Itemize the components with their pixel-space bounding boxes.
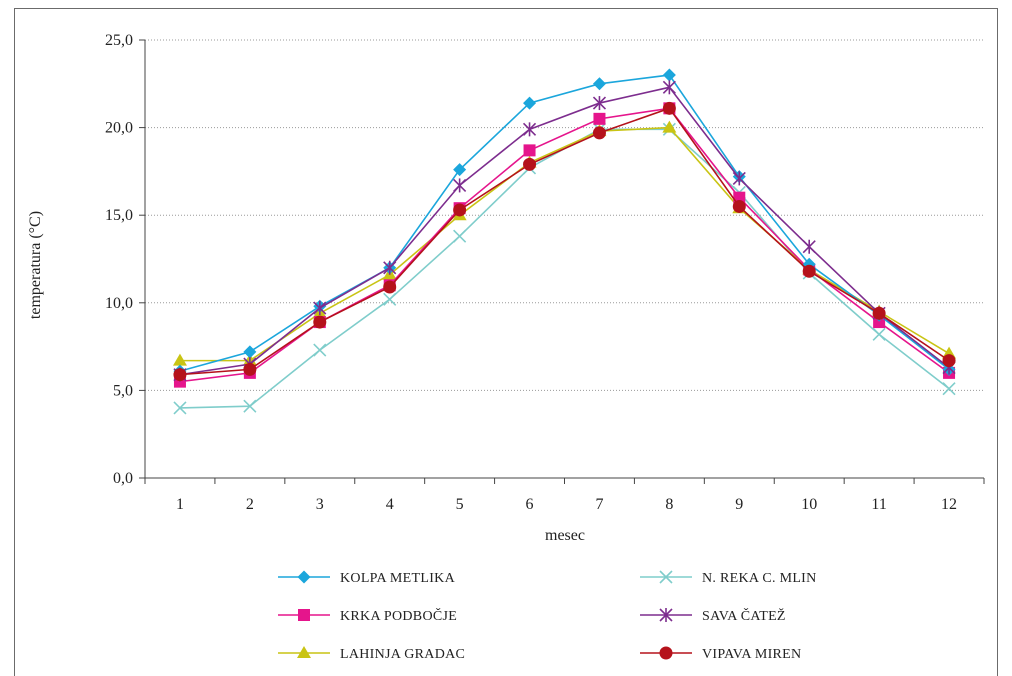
data-point — [662, 120, 677, 133]
marker-stroke — [453, 229, 467, 243]
series-vipava-miren — [173, 101, 956, 382]
data-point — [802, 239, 816, 254]
axes — [139, 39, 985, 484]
x-tick-label: 7 — [595, 496, 603, 513]
marker-stroke — [313, 343, 327, 357]
legend-item: VIPAVA MIREN — [640, 646, 801, 662]
x-tick-label: 10 — [801, 496, 817, 513]
marker-stroke — [173, 401, 187, 415]
data-point — [313, 343, 327, 357]
legend-label: N. REKA C. MLIN — [702, 571, 817, 586]
x-tick-label: 5 — [456, 496, 464, 513]
data-point — [523, 157, 537, 171]
marker-stroke — [243, 399, 257, 413]
marker-stroke — [383, 292, 397, 306]
y-tick-label: 5,0 — [113, 382, 133, 399]
series-n-reka-c-mlin — [173, 122, 956, 415]
legend-marker — [297, 570, 311, 584]
data-point — [662, 68, 676, 82]
data-point — [802, 264, 816, 278]
marker-stroke — [872, 327, 886, 341]
x-tick-label: 4 — [386, 496, 394, 513]
legend-marker — [298, 609, 310, 621]
x-tick-labels: 1 2 3 4 5 6 7 8 9 10 11 12 — [176, 496, 957, 513]
y-tick-label: 10,0 — [105, 295, 133, 312]
legend-item: SAVA ČATEŽ — [640, 607, 786, 624]
y-tick-labels: 0,0 5,0 10,0 15,0 20,0 25,0 — [105, 32, 133, 487]
series-line — [179, 128, 950, 409]
legend-item: KRKA PODBOČJE — [278, 607, 457, 624]
series-lahinja-gradac — [172, 120, 957, 366]
x-tick-label: 11 — [871, 496, 886, 513]
legend-label: KRKA PODBOČJE — [340, 607, 457, 624]
legend-item: N. REKA C. MLIN — [640, 570, 817, 586]
marker-stroke — [659, 570, 673, 584]
series-line — [179, 126, 950, 362]
data-point — [453, 163, 467, 177]
chart-frame — [14, 8, 998, 676]
data-point — [173, 368, 187, 382]
legend-label: LAHINJA GRADAC — [340, 647, 465, 662]
data-point — [453, 229, 467, 243]
series-line — [179, 107, 950, 376]
data-point — [662, 80, 676, 95]
x-tick-label: 9 — [735, 496, 743, 513]
data-point — [243, 399, 257, 413]
data-point — [872, 327, 886, 341]
data-point — [942, 382, 956, 396]
series-sava-ate- — [173, 80, 956, 382]
legend-marker — [659, 570, 673, 584]
data-point — [243, 362, 257, 376]
x-tick-label: 3 — [316, 496, 324, 513]
data-point — [523, 144, 536, 157]
data-point — [942, 354, 956, 368]
series-group — [172, 68, 957, 415]
x-tick-label: 12 — [941, 496, 957, 513]
data-point — [383, 292, 397, 306]
y-tick-label: 20,0 — [105, 120, 133, 137]
legend-marker — [659, 608, 673, 622]
legend-marker — [659, 646, 673, 660]
data-point — [523, 96, 537, 110]
legend: KOLPA METLIKA KRKA PODBOČJE LAHINJA GRADAC… — [278, 570, 817, 662]
data-point — [383, 280, 397, 294]
x-tick-label: 6 — [526, 496, 534, 513]
data-point — [383, 260, 397, 275]
data-point — [662, 101, 676, 115]
data-point — [172, 353, 187, 366]
data-point — [522, 122, 537, 137]
y-tick-label: 15,0 — [105, 207, 133, 224]
y-axis-title: temperatura (°C) — [27, 211, 44, 319]
legend-item: LAHINJA GRADAC — [278, 646, 465, 662]
data-point — [872, 306, 886, 320]
marker-stroke — [942, 382, 956, 396]
data-point — [593, 112, 606, 125]
data-point — [173, 401, 187, 415]
series-line — [179, 74, 950, 372]
series-krka-podbo-je — [173, 102, 956, 388]
x-tick-label: 2 — [246, 496, 254, 513]
data-point — [592, 126, 606, 140]
legend-marker — [297, 646, 311, 658]
x-axis-title: mesec — [545, 527, 585, 544]
series-line — [179, 86, 950, 376]
data-point — [453, 178, 467, 193]
data-point — [592, 96, 607, 111]
data-point — [732, 199, 746, 213]
data-point — [592, 77, 606, 91]
data-point — [243, 345, 257, 359]
legend-item: KOLPA METLIKA — [278, 570, 456, 586]
legend-label: SAVA ČATEŽ — [702, 607, 786, 624]
y-tick-label: 25,0 — [105, 32, 133, 49]
legend-label: VIPAVA MIREN — [702, 647, 801, 662]
legend-label: KOLPA METLIKA — [340, 571, 456, 586]
data-point — [732, 171, 746, 186]
data-point — [313, 315, 327, 329]
y-tick-label: 0,0 — [113, 470, 133, 487]
x-tick-label: 1 — [176, 496, 184, 513]
x-tick-label: 8 — [665, 496, 673, 513]
data-point — [313, 301, 327, 316]
data-point — [453, 203, 467, 217]
